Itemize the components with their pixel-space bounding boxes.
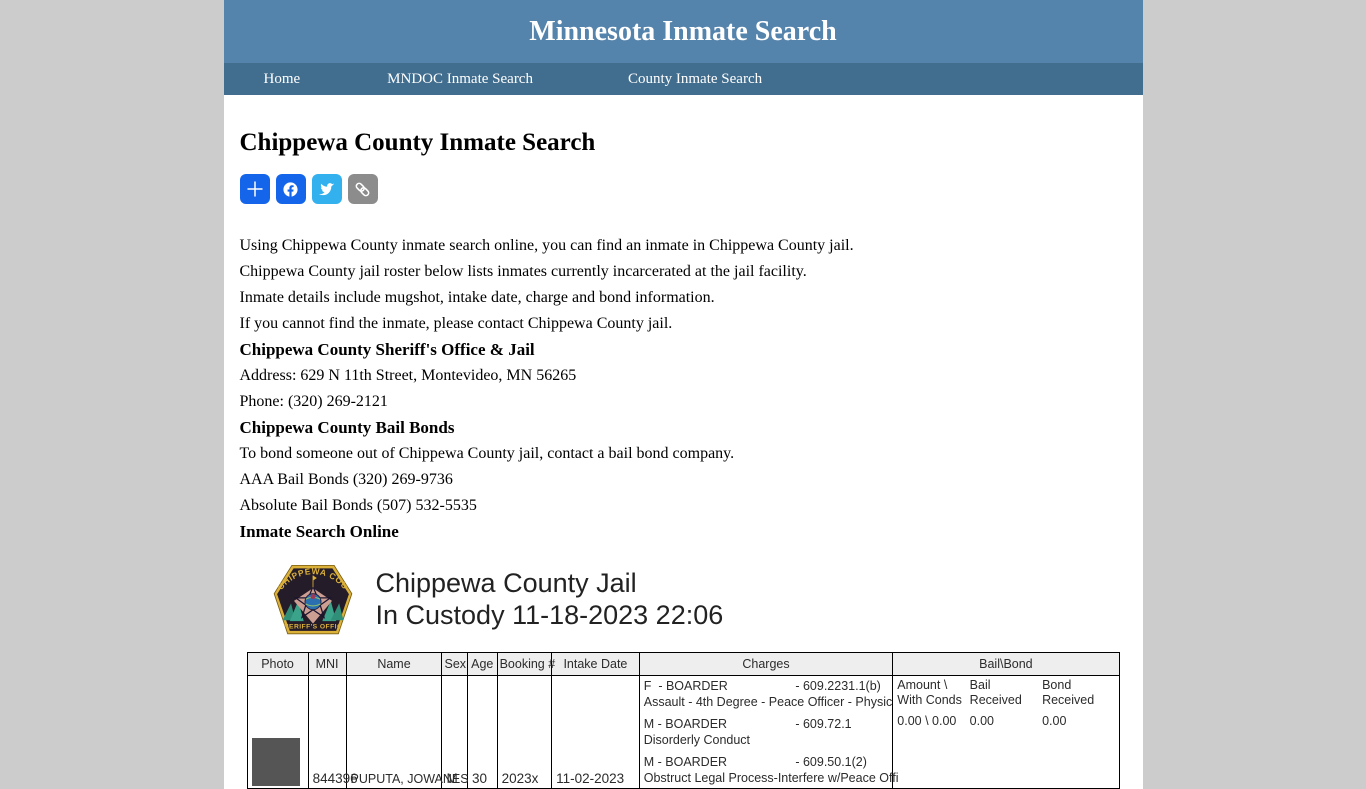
svg-text:SHERIFF'S OFFICE: SHERIFF'S OFFICE (278, 624, 346, 631)
